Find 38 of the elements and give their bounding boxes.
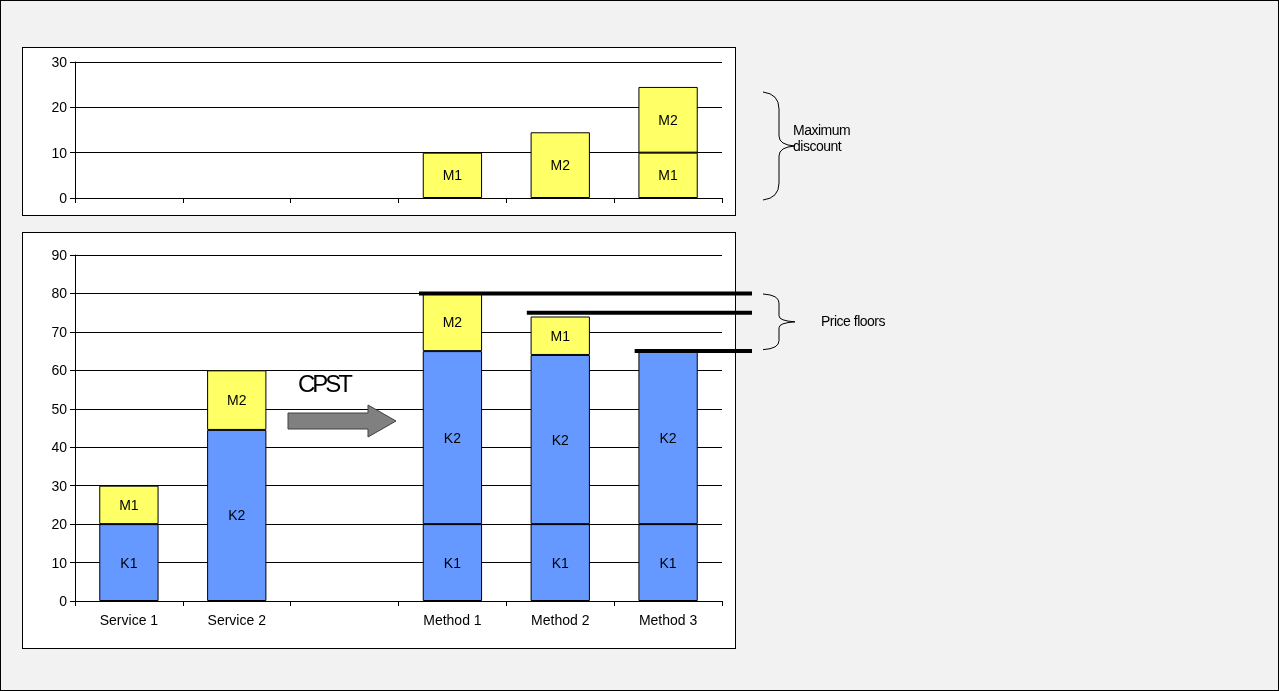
text: K2 — [443, 429, 461, 446]
text: K2 — [659, 429, 677, 446]
x-tick-label: Service 1 — [99, 612, 159, 628]
y-tick-label: 30 — [51, 54, 68, 70]
y-tick-label: 50 — [51, 400, 68, 417]
text: Price floors — [821, 313, 886, 330]
y-tick-label: 60 — [51, 362, 68, 379]
text: Maximum discount — [793, 122, 852, 154]
y-tick-label: 20 — [51, 99, 68, 116]
text: M2 — [442, 314, 463, 331]
text: M1 — [550, 327, 570, 344]
y-tick-label: 10 — [51, 554, 68, 571]
y-tick-label: 70 — [51, 323, 68, 340]
y-tick-label: 40 — [51, 439, 68, 456]
series-label: M1 — [442, 167, 463, 184]
text: K2 — [551, 431, 569, 448]
series-label: K2 — [228, 507, 246, 524]
y-tick-label: 10 — [51, 144, 68, 161]
series-label: M1 — [119, 496, 139, 513]
y-tick-label: 90 — [51, 247, 68, 263]
text: K1 — [659, 554, 677, 571]
text: K1 — [120, 554, 138, 571]
text: M1 — [658, 167, 678, 184]
text: M2 — [658, 111, 678, 128]
series-label: K1 — [443, 554, 462, 571]
annotation: CPST — [298, 370, 351, 398]
y-tick-label: 0 — [59, 190, 68, 206]
y-tick-label: 0 — [59, 593, 68, 609]
series-label: M2 — [227, 392, 247, 409]
x-tick-label: Method 1 — [423, 612, 482, 628]
text: K1 — [551, 554, 569, 571]
x-tick-label: Service 2 — [207, 612, 267, 628]
y-tick-label: 30 — [51, 477, 68, 494]
series-label: M2 — [550, 157, 571, 174]
y-tick-label: 80 — [51, 285, 68, 302]
x-tick-label: Method 2 — [531, 612, 590, 628]
x-tick-label: Method 3 — [638, 612, 698, 628]
y-tick-label: 20 — [51, 516, 68, 533]
